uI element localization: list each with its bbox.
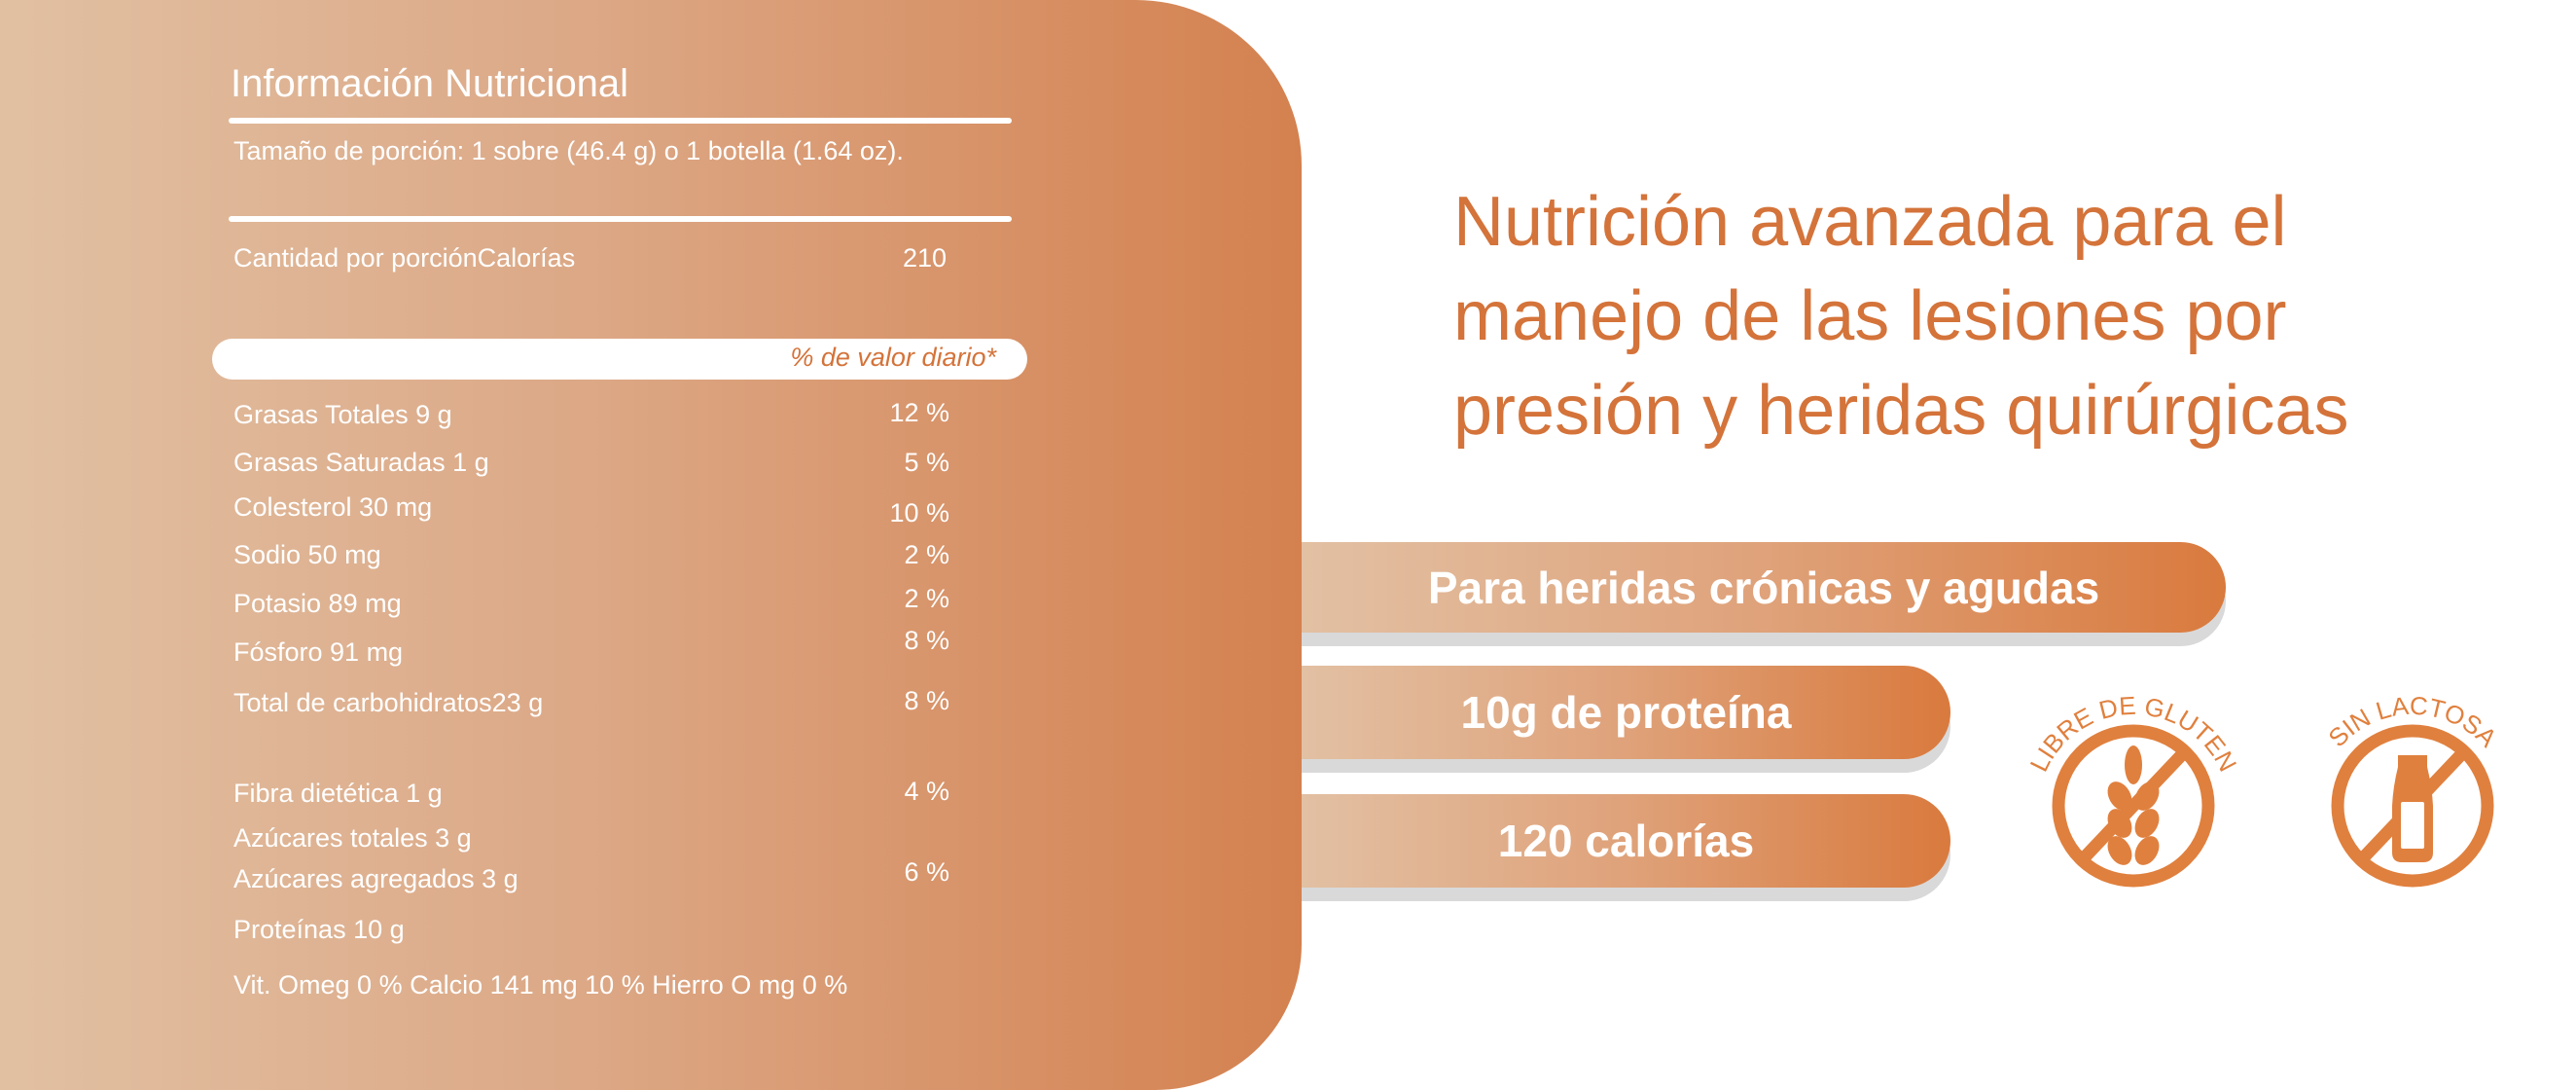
lactose-free-icon: SIN LACTOSA <box>2322 691 2503 888</box>
nutrition-title: Información Nutricional <box>231 62 629 105</box>
nutrient-pct: 12 % <box>889 398 949 427</box>
nutrient-row: Azúcares totales 3 g <box>233 823 472 853</box>
nutrition-facts-panel: Información Nutricional Tamaño de porció… <box>0 0 1302 1090</box>
feature-chronic-wounds: Para heridas crónicas y agudas <box>1302 542 2226 633</box>
nutrient-row: Sodio 50 mg <box>233 540 381 569</box>
gluten-free-icon: LIBRE DE GLUTEN <box>2024 691 2242 888</box>
nutrient-pct: 2 % <box>904 540 949 569</box>
headline-line: Nutrición avanzada para el <box>1453 183 2287 261</box>
divider <box>229 216 1012 222</box>
nutrient-row: Proteínas 10 g <box>233 915 405 944</box>
svg-text:SIN LACTOSA: SIN LACTOSA <box>2322 691 2503 753</box>
daily-value-header: % de valor diario* <box>212 339 1027 380</box>
calories-value: 210 <box>903 243 948 272</box>
nutrient-pct: 8 % <box>904 626 949 655</box>
nutrient-row: Grasas Totales 9 g <box>233 400 452 429</box>
nutrient-row: Total de carbohidratos23 g <box>233 688 544 717</box>
nutrient-pct: 4 % <box>904 777 949 806</box>
nutrient-pct: 5 % <box>904 448 949 477</box>
divider <box>229 118 1012 124</box>
serving-size: Tamaño de porción: 1 sobre (46.4 g) o 1 … <box>233 136 904 165</box>
nutrient-row: Grasas Saturadas 1 g <box>233 448 489 477</box>
feature-calories: 120 calorías <box>1302 794 1950 888</box>
nutrient-row: Fósforo 91 mg <box>233 637 404 667</box>
nutrient-row: Potasio 89 mg <box>233 589 402 618</box>
headline-line: presión y heridas quirúrgicas <box>1453 372 2349 450</box>
headline-line: manejo de las lesiones por <box>1453 277 2287 355</box>
nutrient-pct: 6 % <box>904 857 949 887</box>
headline: Nutrición avanzada para el manejo de las… <box>1453 175 2348 458</box>
nutrient-row: Colesterol 30 mg <box>233 492 433 522</box>
nutrient-pct: 8 % <box>904 686 949 715</box>
lactose-free-label: SIN LACTOSA <box>2322 691 2503 753</box>
amount-label: Cantidad por porciónCalorías <box>233 243 576 272</box>
nutrient-row: Fibra dietética 1 g <box>233 779 443 808</box>
nutrient-pct: 2 % <box>904 584 949 613</box>
feature-protein: 10g de proteína <box>1302 666 1950 759</box>
vitamins-row: Vit. Omeg 0 % Calcio 141 mg 10 % Hierro … <box>233 970 848 999</box>
nutrient-pct: 10 % <box>889 498 949 527</box>
daily-value-label: % de valor diario* <box>790 343 996 372</box>
nutrient-row: Azúcares agregados 3 g <box>233 864 519 893</box>
